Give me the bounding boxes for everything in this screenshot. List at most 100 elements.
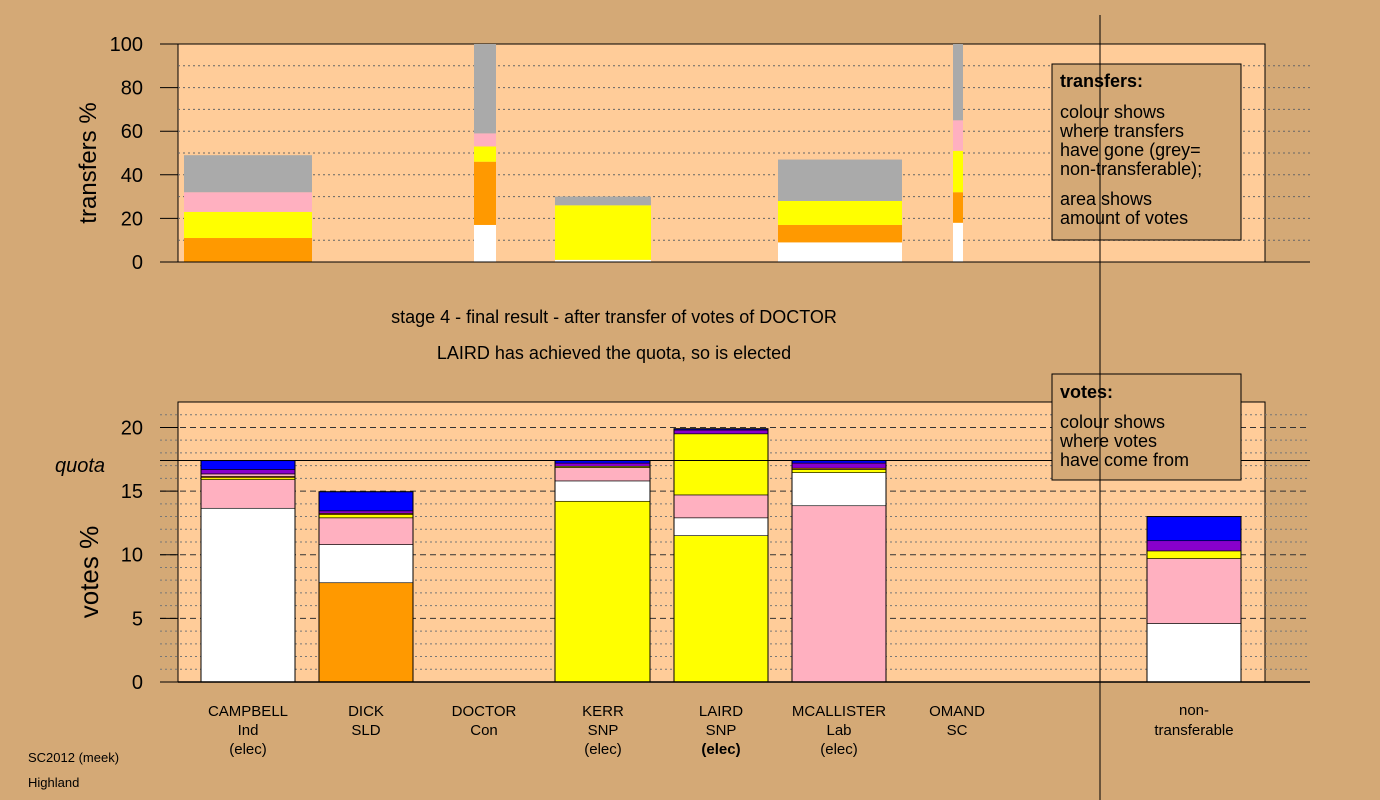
- candidate-status: (elec): [584, 741, 622, 758]
- candidate-party: Con: [470, 722, 498, 739]
- candidate-name: CAMPBELL: [208, 703, 288, 720]
- vote-segment: [318, 491, 414, 512]
- transfer-segment: [474, 44, 496, 134]
- candidate-labels: CAMPBELL Ind (elec) DICK SLD DOCTOR Con KERR SNP…: [208, 703, 985, 758]
- nontransferable-label-2: transferable: [1154, 722, 1233, 739]
- vote-segment: [200, 473, 296, 477]
- vote-segment: [1146, 550, 1242, 559]
- transfers-legend-line: where transfers: [1059, 121, 1184, 141]
- vote-segment: [200, 460, 296, 470]
- votes-bars: [200, 428, 1242, 683]
- vote-segment: [200, 479, 296, 509]
- transfer-segment: [184, 211, 312, 239]
- vote-segment: [791, 472, 887, 507]
- transfer-segment: [555, 259, 651, 262]
- transfers-legend-line: colour shows: [1060, 102, 1165, 122]
- candidate-party: SLD: [351, 722, 380, 739]
- vote-segment: [318, 544, 414, 584]
- vote-segment: [673, 429, 769, 435]
- vote-segment: [673, 535, 769, 683]
- transfers-legend-line: amount of votes: [1060, 208, 1188, 228]
- transfer-segment: [474, 224, 496, 262]
- transfers-legend-line: non-transferable);: [1060, 159, 1202, 179]
- transfer-segment: [778, 200, 902, 225]
- candidate-party: SNP: [706, 722, 737, 739]
- vote-segment: [1146, 540, 1242, 552]
- votes-y-axis: 0 5 10 15 20: [121, 417, 1310, 694]
- candidate-name: MCALLISTER: [792, 703, 886, 720]
- transfers-legend-title: transfers:: [1060, 71, 1143, 91]
- transfers-bars: [184, 44, 963, 262]
- votes-legend: votes: colour shows where votes have com…: [1051, 373, 1242, 481]
- transfers-y-axis: 0 20 40 60 80 100: [110, 34, 1310, 274]
- transfers-tick-label: 80: [121, 78, 143, 100]
- transfer-segment: [474, 161, 496, 225]
- transfers-grid: [178, 65, 1310, 241]
- candidate-party: Lab: [826, 722, 851, 739]
- vote-segment: [1146, 558, 1242, 624]
- votes-tick-label: 10: [121, 545, 143, 567]
- votes-tick-label: 0: [132, 672, 143, 694]
- transfers-tick-label: 40: [121, 165, 143, 187]
- transfers-tick-label: 0: [132, 252, 143, 274]
- candidate-status: (elec): [701, 741, 740, 758]
- candidate-name: LAIRD: [699, 703, 743, 720]
- footer-line-1: SC2012 (meek): [28, 750, 119, 765]
- transfer-segment: [555, 205, 651, 260]
- vote-segment: [200, 469, 296, 475]
- votes-legend-line: have come from: [1060, 450, 1189, 470]
- vote-segment: [791, 505, 887, 683]
- candidate-name: DICK: [348, 703, 384, 720]
- candidate-party: SNP: [588, 722, 619, 739]
- result-text: LAIRD has achieved the quota, so is elec…: [437, 343, 791, 363]
- vote-segment: [673, 433, 769, 496]
- transfer-segment: [184, 238, 312, 262]
- transfers-tick-label: 20: [121, 208, 143, 230]
- candidate-party: SC: [947, 722, 968, 739]
- votes-y-label: votes %: [74, 526, 104, 619]
- transfer-segment: [474, 146, 496, 162]
- votes-legend-title: votes:: [1060, 382, 1113, 402]
- candidate-status: (elec): [229, 741, 267, 758]
- vote-segment: [1146, 516, 1242, 542]
- vote-segment: [318, 514, 414, 519]
- vote-segment: [791, 462, 887, 469]
- transfer-segment: [778, 224, 902, 243]
- candidate-name: DOCTOR: [452, 703, 517, 720]
- transfer-segment: [184, 155, 312, 193]
- vote-segment: [554, 500, 651, 683]
- vote-segment: [673, 517, 769, 536]
- vote-segment: [673, 494, 769, 519]
- vote-segment: [318, 510, 414, 514]
- transfers-legend-line: area shows: [1060, 189, 1152, 209]
- stage-text: stage 4 - final result - after transfer …: [391, 307, 837, 327]
- transfers-legend-line: have gone (grey=: [1060, 140, 1201, 160]
- transfer-segment: [953, 222, 963, 262]
- nontransferable-label-1: non-: [1179, 702, 1209, 719]
- transfer-segment: [555, 196, 651, 206]
- transfers-y-label: transfers %: [75, 102, 102, 223]
- candidate-party: Ind: [238, 722, 259, 739]
- footer-line-2: Highland: [28, 775, 79, 790]
- transfer-segment: [953, 150, 963, 193]
- votes-legend-line: colour shows: [1060, 412, 1165, 432]
- transfer-segment: [474, 133, 496, 147]
- quota-label: quota: [55, 455, 105, 477]
- candidate-name: KERR: [582, 703, 624, 720]
- transfer-segment: [184, 192, 312, 212]
- votes-tick-label: 20: [121, 417, 143, 439]
- transfer-segment: [953, 120, 963, 151]
- vote-segment: [554, 480, 651, 502]
- votes-tick-label: 5: [132, 608, 143, 630]
- vote-segment: [554, 462, 651, 467]
- votes-tick-label: 15: [121, 481, 143, 503]
- transfer-segment: [778, 159, 902, 201]
- transfer-segment: [953, 44, 963, 121]
- transfer-segment: [778, 242, 902, 262]
- transfers-tick-label: 100: [110, 34, 143, 56]
- vote-segment: [318, 517, 414, 545]
- votes-legend-line: where votes: [1059, 431, 1157, 451]
- transfers-legend: transfers: colour shows where transfers …: [1051, 63, 1242, 241]
- candidate-name: OMAND: [929, 703, 985, 720]
